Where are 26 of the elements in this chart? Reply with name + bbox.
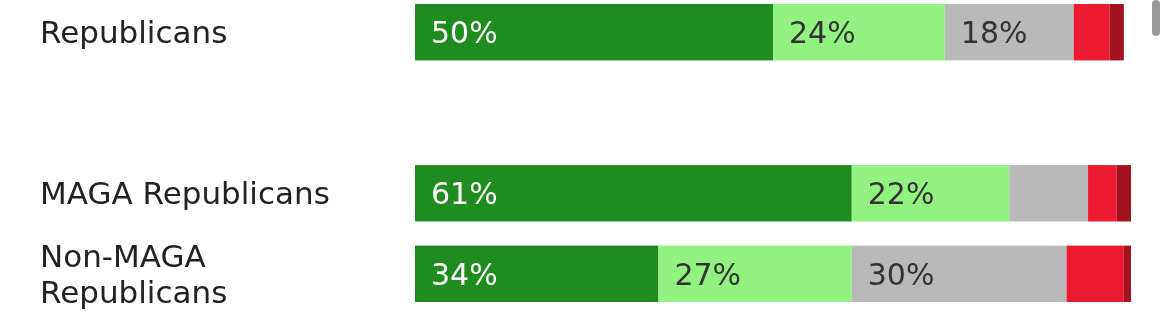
bar	[658, 245, 852, 302]
data-label: 24%	[789, 14, 856, 50]
y-tick-label: Republicans	[40, 14, 228, 51]
bar	[1116, 165, 1131, 222]
bar	[1066, 245, 1124, 302]
bar	[851, 165, 1010, 222]
bar	[1009, 165, 1089, 222]
bar	[773, 4, 945, 61]
data-label: 61%	[431, 176, 498, 212]
data-label: 18%	[960, 14, 1028, 50]
bar	[1073, 4, 1110, 61]
bar	[944, 4, 1074, 61]
bar	[415, 165, 852, 222]
bar	[415, 4, 773, 61]
y-tick-label: Non-MAGA Republicans	[40, 237, 228, 310]
bar	[1123, 245, 1131, 302]
y-tick-label: MAGA Republicans	[40, 175, 330, 212]
data-label: 22%	[867, 176, 935, 212]
bar	[1109, 4, 1124, 61]
bar	[851, 245, 1067, 302]
data-label: 50%	[431, 14, 498, 50]
bar	[415, 245, 659, 302]
data-label: 34%	[431, 256, 498, 292]
bar	[1088, 165, 1117, 222]
data-label: 27%	[674, 256, 742, 292]
data-label: 30%	[867, 256, 935, 292]
